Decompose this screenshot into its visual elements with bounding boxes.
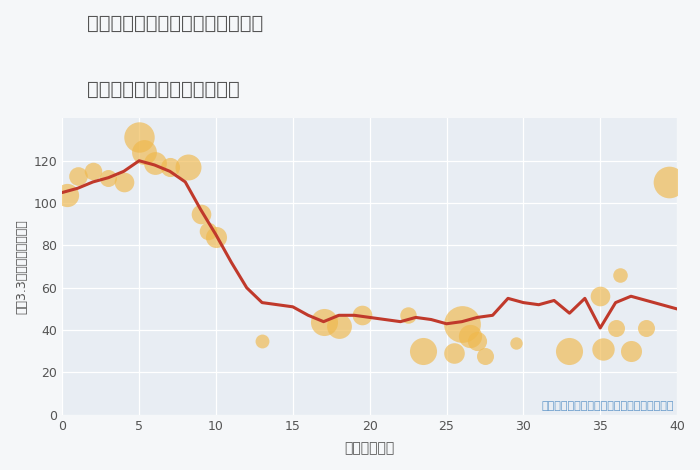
Point — [138, 149, 149, 156]
Y-axis label: 坪（3.3㎡）単価（万円）: 坪（3.3㎡）単価（万円） — [15, 219, 28, 314]
Point — [72, 172, 83, 180]
Point — [103, 174, 114, 181]
Point — [211, 233, 222, 241]
Point — [149, 159, 160, 167]
Point — [480, 352, 491, 359]
Point — [318, 318, 329, 325]
Point — [88, 168, 99, 175]
Point — [610, 324, 621, 332]
Point — [640, 324, 652, 332]
Point — [256, 337, 267, 345]
Point — [118, 178, 130, 186]
Point — [664, 178, 675, 186]
Point — [449, 350, 460, 357]
Point — [464, 333, 475, 340]
Point — [356, 312, 368, 319]
Point — [164, 164, 176, 171]
Point — [564, 347, 575, 355]
Point — [402, 312, 414, 319]
Point — [510, 339, 522, 346]
Point — [456, 320, 468, 328]
Point — [203, 227, 214, 235]
Point — [62, 191, 73, 198]
Point — [625, 347, 636, 355]
Point — [333, 322, 344, 329]
Point — [418, 347, 429, 355]
Point — [615, 271, 626, 279]
Point — [598, 345, 609, 353]
Point — [472, 337, 483, 345]
Text: 埼玉県さいたま市岩槻区表慈恩寺: 埼玉県さいたま市岩槻区表慈恩寺 — [88, 14, 264, 33]
Point — [134, 133, 145, 141]
Text: 円の大きさは、取引のあった物件面積を示す: 円の大きさは、取引のあった物件面積を示す — [542, 400, 674, 411]
X-axis label: 築年数（年）: 築年数（年） — [344, 441, 395, 455]
Text: 築年数別中古マンション価格: 築年数別中古マンション価格 — [88, 80, 240, 99]
Point — [183, 164, 194, 171]
Point — [195, 210, 206, 218]
Point — [594, 292, 606, 300]
